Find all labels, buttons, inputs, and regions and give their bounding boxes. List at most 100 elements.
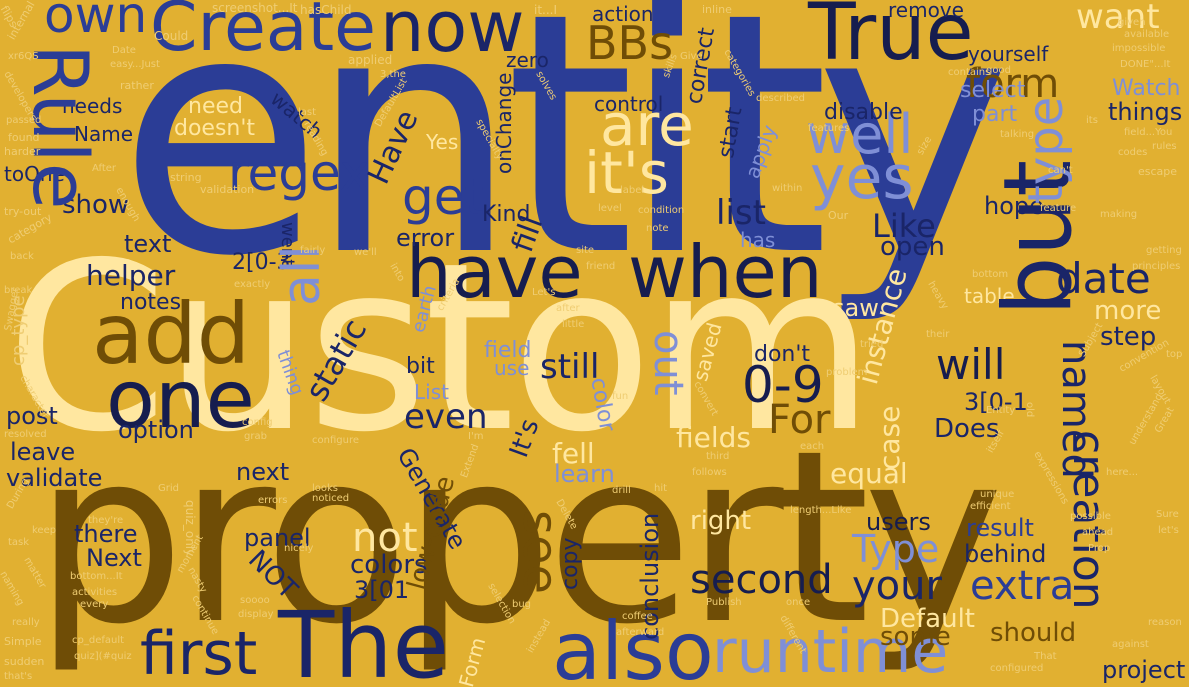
small-word: Sure [1156,509,1179,520]
small-word: contains [948,67,991,78]
small-word: every [80,599,109,610]
small-word: Entity [986,405,1016,416]
word-more: more [1094,296,1162,326]
word-colors: colors [350,550,428,580]
word-create: Create [150,0,376,67]
word-need: need [188,94,243,119]
small-word: exactly [234,279,271,290]
word-like: Like [872,207,936,245]
small-word: given [1118,17,1146,28]
small-word: resolved [4,429,47,440]
word-show: show [62,190,130,220]
word-runtime: runtime [712,617,949,687]
small-word: inline [702,3,732,16]
small-word: escape [1138,165,1178,178]
small-word: bottom...It [70,571,123,582]
small-word: fun [612,391,629,402]
small-word: configure [312,435,359,446]
small-word: noticed [312,493,350,504]
word-next: next [236,458,290,486]
word-its: it's [584,139,670,207]
small-word: break [4,285,33,296]
word-leave: leave [10,438,76,466]
small-word: display [238,609,274,620]
word-when: when [628,230,823,314]
word-out: out [645,330,691,396]
word-there: there [74,520,138,548]
small-word: efficient [970,501,1011,512]
word-post: post [6,402,58,430]
small-word: That [1034,651,1057,662]
word-equal: equal [830,457,908,490]
word-toone: toOne [4,162,65,186]
small-word: validation [200,183,255,196]
word-select: select [960,78,1026,103]
small-word: available [1124,29,1170,40]
word-bit: bit [406,354,435,379]
word-zero-nine: 0-9 [742,356,824,414]
word-first: first [140,619,258,687]
word-see: see [512,510,568,595]
small-word: label [620,185,645,196]
small-word: it...I [534,3,558,17]
small-word: here... [1106,467,1139,478]
small-word: cp_default [72,635,125,646]
small-word: follows [692,467,727,478]
word-form: form [966,61,1060,107]
word-now: now [380,0,525,68]
word-date: date [1056,254,1151,303]
small-word: codes [1118,147,1148,158]
word-add: add [92,285,251,383]
word-option: option [118,416,194,444]
word-named: named [1053,340,1099,479]
word-helper: helper [86,259,176,292]
small-word: feature [1040,203,1077,214]
small-word: third [706,451,730,462]
small-word: features [808,123,850,134]
small-word: 3,the [380,69,406,80]
small-word: After [92,163,117,174]
small-word: Give [680,51,703,62]
word-zero: zero [506,48,549,72]
word-copy: copy [558,537,583,590]
small-word: try-out [4,205,42,218]
small-word: talking [1000,129,1035,140]
word-one: one [106,353,255,446]
small-word: against [1112,639,1149,650]
small-word: length...Like [790,505,852,516]
small-word: fairly [300,245,326,256]
small-word: soooo [240,595,270,606]
word-for: For [768,397,831,443]
word-bbs: BBs [586,16,674,70]
small-word: bottom [972,269,1009,280]
word-fields: fields [676,421,752,454]
word-users: users [866,508,931,536]
small-word: Let's [532,287,556,298]
word-right: right [690,506,752,536]
word-hope: hope [984,192,1044,220]
small-word: after [556,303,580,314]
word-your: your [852,563,942,609]
small-word: easy...Just [110,59,160,70]
small-word: that's [4,671,33,682]
small-word: Publish [706,597,742,608]
word-kind: Kind [482,202,531,227]
small-word: cp_type [8,295,29,366]
word-control: control [594,92,664,116]
word-three-0-1: 3[0-1 [964,388,1028,416]
word-watch-cap: Watch [1112,76,1181,101]
word-have: have [406,230,583,314]
small-word: impossible [1112,43,1166,54]
small-word: afterward [616,627,665,638]
word-not: not [352,515,418,561]
small-word: each [800,441,825,452]
small-word: drill [612,485,631,496]
word-next-cap: Next [86,544,142,572]
word-rule: Rule [16,44,105,210]
word-panel: panel [244,524,311,552]
word-remove: remove [888,0,964,22]
word-even: even [404,397,488,437]
small-word: activities [72,587,118,598]
small-word: grab [244,431,267,442]
